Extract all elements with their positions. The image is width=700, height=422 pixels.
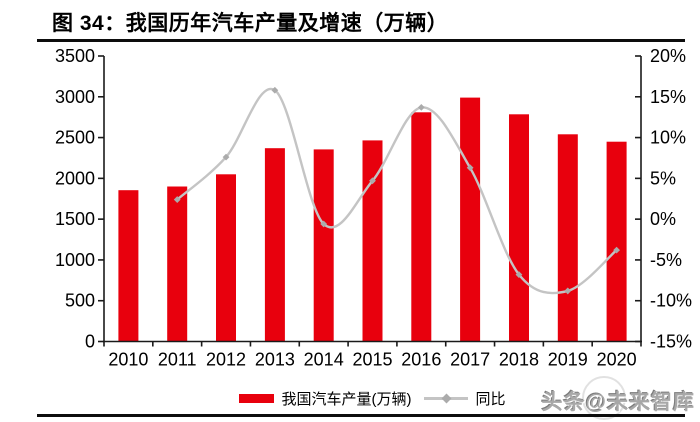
left-axis-tick-label: 3500: [55, 46, 95, 66]
watermark-logo-circle-icon: [581, 376, 626, 420]
left-axis-tick-label: 3000: [55, 87, 95, 107]
left-axis-tick-label: 1500: [55, 209, 95, 229]
legend-line-marker-icon: [442, 393, 452, 403]
right-axis-tick-label: -5%: [650, 250, 682, 270]
bar-2014: [313, 149, 334, 342]
axis-ticks: [98, 55, 642, 347]
right-axis-tick-label: 15%: [650, 87, 686, 107]
legend-bar-swatch: [239, 393, 275, 403]
x-axis-year-label: 2010: [108, 350, 148, 370]
yoy-line: [176, 87, 618, 295]
x-axis-year-label: 2019: [548, 350, 588, 370]
x-axis-year-label: 2011: [158, 350, 197, 370]
left-axis-tick-label: 2000: [55, 168, 95, 188]
x-axis-year-label: 2020: [597, 350, 637, 370]
right-axis-tick-label: 0%: [650, 209, 676, 229]
x-axis-year-label: 2013: [255, 350, 295, 370]
bar-2013: [264, 148, 285, 342]
yoy-marker-icon: [417, 103, 425, 111]
left-axis-tick-label: 1000: [55, 250, 95, 270]
bar-series: [118, 97, 627, 342]
watermark: 头条@未来智库: [541, 376, 695, 420]
axes: [103, 56, 642, 343]
left-axis-tick-label: 2500: [55, 128, 95, 148]
x-axis-year-label: 2017: [450, 350, 490, 370]
right-axis-tick-label: 20%: [650, 46, 686, 66]
yoy-marker-icon: [466, 164, 474, 172]
x-axis-year-label: 2012: [206, 350, 246, 370]
axis-labels: 3500 3000 2500 2000 1500 1000 500 0 20% 15% 10% 5% 0…: [55, 46, 692, 370]
bar-2011: [167, 186, 188, 342]
title-underline-rule: [37, 39, 685, 42]
bar-2010: [118, 190, 139, 342]
yoy-marker-icon: [564, 287, 572, 295]
legend-bar-label: 我国汽车产量(万辆): [281, 390, 412, 408]
yoy-marker-icon: [222, 153, 230, 161]
yoy-marker-icon: [515, 271, 523, 279]
left-axis-tick-label: 500: [65, 291, 95, 311]
yoy-marker-icon: [369, 177, 376, 185]
bar-2018: [509, 114, 529, 342]
left-axis-tick-label: 0: [85, 332, 95, 352]
figure-title: 图 34：我国历年汽车产量及增速（万辆）: [52, 12, 449, 35]
bar-2012: [216, 174, 236, 342]
legend-line-swatch: [424, 393, 469, 403]
x-axis-year-label: 2014: [304, 350, 344, 370]
yoy-marker-icon: [613, 246, 620, 254]
right-axis-tick-label: 10%: [650, 128, 686, 148]
bar-2019: [557, 134, 578, 342]
yoy-line-series: [173, 86, 620, 295]
x-axis-year-label: 2016: [401, 350, 441, 370]
right-axis-tick-label: -15%: [650, 332, 692, 352]
bar-2015: [362, 140, 383, 342]
bar-2016: [411, 112, 432, 342]
right-axis-tick-label: 5%: [650, 168, 676, 188]
x-axis-year-label: 2015: [352, 350, 392, 370]
right-axis-tick-label: -10%: [650, 291, 692, 311]
bar-2020: [606, 141, 627, 342]
legend-line-label: 同比: [475, 390, 506, 408]
watermark-text: 头条@未来智库: [541, 391, 695, 414]
bar-2017: [460, 97, 481, 342]
bottom-rule: [37, 414, 685, 417]
x-axis-year-label: 2018: [499, 350, 539, 370]
yoy-marker-icon: [320, 220, 328, 228]
yoy-marker-icon: [271, 86, 279, 94]
yoy-marker-icon: [173, 196, 181, 203]
chart-legend: 我国汽车产量(万辆) 同比: [104, 388, 641, 408]
